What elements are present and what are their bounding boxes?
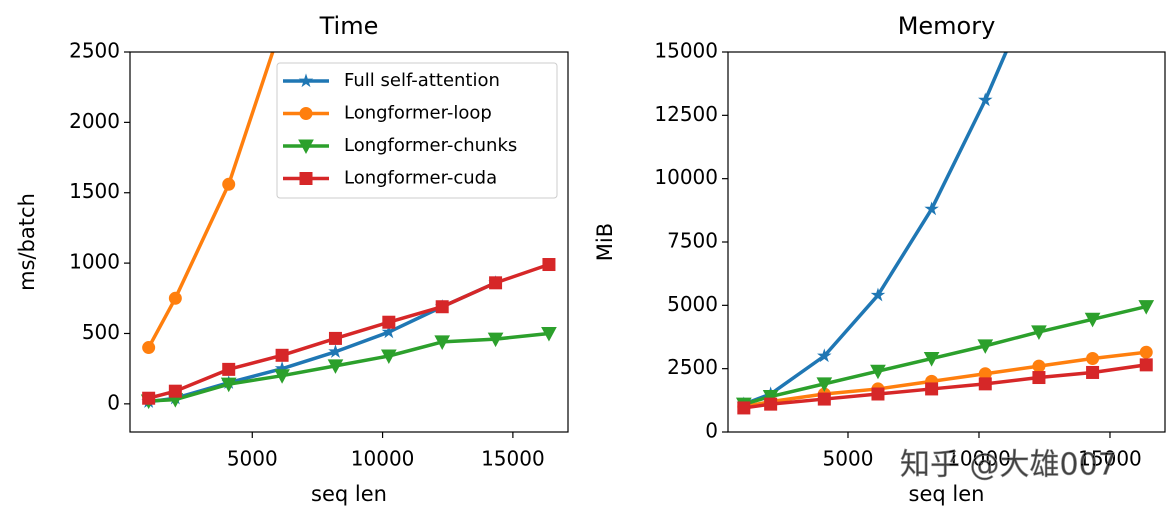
legend-box bbox=[276, 62, 558, 199]
axes-frame bbox=[727, 51, 1166, 433]
y-tick-label: 10000 bbox=[654, 165, 718, 189]
marker bbox=[762, 390, 779, 405]
y-axis-label: ms/batch bbox=[15, 193, 39, 291]
legend-label: Longformer-loop bbox=[344, 103, 492, 124]
marker bbox=[168, 291, 182, 305]
marker bbox=[487, 332, 504, 348]
legend-label: Longformer-cuda bbox=[344, 168, 497, 189]
watermark: 知乎 @大雄007 bbox=[900, 448, 1117, 483]
marker bbox=[1031, 325, 1047, 340]
marker bbox=[435, 300, 449, 314]
series-line bbox=[743, 350, 1147, 409]
marker bbox=[328, 331, 342, 345]
marker bbox=[923, 352, 940, 367]
marker bbox=[380, 349, 397, 365]
marker bbox=[925, 382, 939, 396]
chart-title: Memory bbox=[898, 12, 996, 40]
y-tick-label: 500 bbox=[82, 320, 120, 344]
marker bbox=[1138, 300, 1155, 315]
y-tick-label: 1000 bbox=[69, 250, 120, 274]
marker bbox=[1139, 345, 1153, 359]
x-tick-label: 5000 bbox=[823, 447, 874, 471]
marker bbox=[142, 341, 156, 355]
marker bbox=[222, 177, 236, 191]
marker bbox=[1086, 352, 1100, 366]
marker bbox=[381, 324, 397, 339]
y-tick-label: 0 bbox=[705, 419, 718, 443]
series-line bbox=[148, 331, 550, 403]
y-tick-label: 5000 bbox=[667, 292, 718, 316]
marker bbox=[1086, 365, 1100, 379]
marker bbox=[764, 397, 778, 411]
y-tick-label: 12500 bbox=[654, 102, 718, 126]
y-tick-label: 1500 bbox=[69, 179, 120, 203]
x-tick-label: 15000 bbox=[481, 447, 545, 471]
marker bbox=[816, 377, 833, 392]
marker bbox=[328, 344, 343, 358]
legend-marker bbox=[298, 139, 314, 155]
marker bbox=[737, 401, 751, 415]
marker bbox=[870, 364, 886, 380]
marker bbox=[977, 339, 994, 354]
y-tick-label: 0 bbox=[107, 390, 120, 414]
legend-label: Full self-attention bbox=[344, 70, 500, 91]
plot-area bbox=[140, 18, 557, 410]
marker bbox=[275, 348, 289, 362]
x-tick-label: 10000 bbox=[351, 447, 415, 471]
marker bbox=[817, 348, 832, 363]
marker bbox=[142, 391, 156, 405]
marker bbox=[1139, 358, 1153, 372]
marker bbox=[1032, 371, 1046, 385]
marker bbox=[541, 326, 557, 342]
series-line bbox=[147, 52, 275, 349]
marker bbox=[222, 362, 236, 376]
legend-marker bbox=[299, 172, 313, 185]
marker bbox=[871, 387, 885, 401]
y-tick-label: 2500 bbox=[667, 355, 718, 379]
marker bbox=[817, 392, 831, 406]
y-tick-label: 7500 bbox=[667, 229, 718, 253]
y-tick-label: 15000 bbox=[654, 39, 718, 63]
marker bbox=[1084, 312, 1101, 328]
x-tick-label: 15000 bbox=[1078, 447, 1142, 471]
y-tick-label: 2000 bbox=[69, 109, 120, 133]
chart-title: Time bbox=[319, 12, 379, 40]
marker bbox=[276, 18, 288, 30]
marker bbox=[924, 201, 939, 216]
marker bbox=[274, 369, 290, 384]
series-line bbox=[743, 304, 1147, 406]
axes-frame bbox=[129, 51, 569, 433]
y-tick-label: 2500 bbox=[69, 39, 120, 63]
legend-marker bbox=[299, 107, 313, 120]
legend-marker bbox=[298, 73, 314, 88]
series-line bbox=[148, 262, 550, 400]
marker bbox=[220, 377, 237, 393]
marker bbox=[434, 335, 451, 350]
plot-area bbox=[735, 52, 1155, 415]
marker bbox=[489, 276, 503, 290]
marker bbox=[978, 377, 992, 391]
x-tick-label: 5000 bbox=[227, 447, 278, 471]
marker bbox=[382, 315, 396, 329]
x-axis-label: seq len bbox=[909, 482, 985, 506]
legend-label: Longformer-chunks bbox=[344, 135, 517, 156]
x-axis-label: seq len bbox=[311, 482, 387, 506]
x-tick-label: 10000 bbox=[947, 447, 1011, 471]
marker bbox=[542, 258, 556, 272]
marker bbox=[978, 92, 993, 107]
marker bbox=[168, 384, 182, 398]
y-axis-label: MiB bbox=[593, 223, 617, 261]
marker bbox=[870, 287, 886, 302]
marker bbox=[1032, 359, 1046, 373]
marker bbox=[327, 359, 344, 374]
